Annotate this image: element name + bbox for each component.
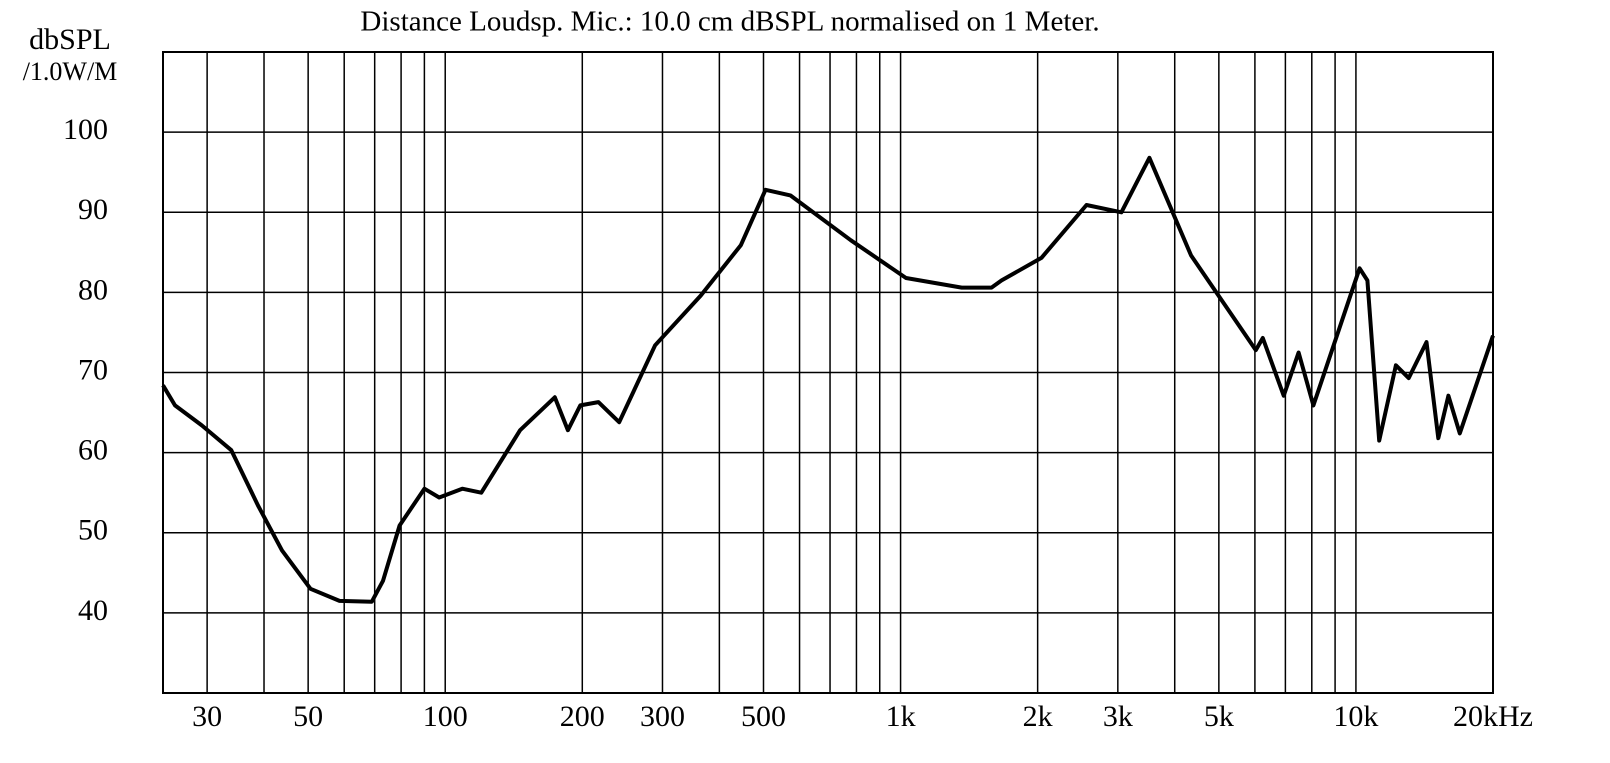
y-tick-label: 50 — [78, 514, 108, 547]
x-tick-label: 3k — [1103, 700, 1133, 733]
y-tick-label: 70 — [78, 353, 108, 386]
x-tick-label: 50 — [293, 700, 323, 733]
response-curve — [161, 155, 1495, 604]
y-axis-unit: /1.0W/M — [23, 57, 118, 86]
y-tick-label: 80 — [78, 273, 108, 306]
x-tick-label: 2k — [1023, 700, 1053, 733]
x-tick-label: 10k — [1333, 700, 1378, 733]
y-tick-label: 90 — [78, 193, 108, 226]
y-tick-label: 100 — [63, 113, 108, 146]
chart-title: Distance Loudsp. Mic.: 10.0 cm dBSPL nor… — [360, 6, 1099, 38]
x-tick-label: 1k — [886, 700, 916, 733]
y-axis-label: dbSPL — [29, 23, 111, 56]
x-tick-label: 300 — [640, 700, 685, 733]
y-tick-label: 40 — [78, 594, 108, 627]
x-tick-label: 20kHz — [1453, 700, 1533, 733]
x-tick-label: 100 — [423, 700, 468, 733]
x-tick-label: 200 — [560, 700, 605, 733]
x-tick-label: 5k — [1204, 700, 1234, 733]
y-tick-label: 60 — [78, 434, 108, 467]
x-tick-label: 500 — [741, 700, 786, 733]
x-tick-label: 30 — [192, 700, 222, 733]
